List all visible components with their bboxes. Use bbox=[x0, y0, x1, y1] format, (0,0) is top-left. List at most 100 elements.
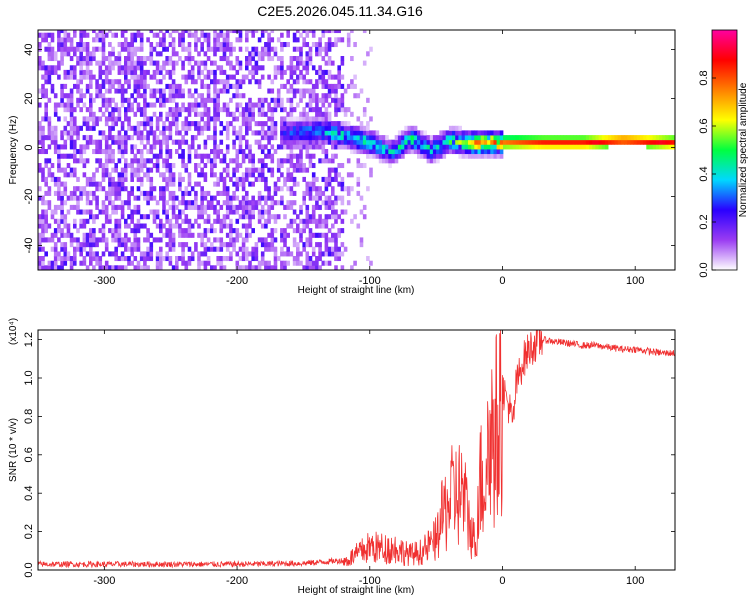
heatmap-cell bbox=[73, 237, 77, 243]
heatmap-cell bbox=[401, 139, 405, 145]
heatmap-cell bbox=[308, 195, 313, 201]
heatmap-cell bbox=[57, 237, 61, 243]
heatmap-cell bbox=[311, 65, 316, 71]
heatmap-cell bbox=[480, 149, 485, 155]
heatmap-cell bbox=[324, 125, 329, 131]
heatmap-cell bbox=[155, 251, 160, 257]
heatmap-cell bbox=[334, 176, 338, 182]
heatmap-cell bbox=[439, 130, 443, 136]
heatmap-cell bbox=[280, 139, 284, 145]
heatmap-cell bbox=[149, 251, 154, 257]
heatmap-cell bbox=[162, 190, 166, 196]
heatmap-cell bbox=[41, 209, 45, 215]
heatmap-cell bbox=[50, 163, 55, 169]
heatmap-cell bbox=[496, 130, 501, 136]
heatmap-cell bbox=[311, 135, 316, 141]
heatmap-cell bbox=[366, 149, 370, 155]
heatmap-cell bbox=[302, 130, 306, 136]
heatmap-cell bbox=[197, 65, 201, 71]
heatmap-cell bbox=[98, 107, 103, 113]
heatmap-cell bbox=[305, 223, 310, 229]
heatmap-cell bbox=[41, 37, 45, 43]
heatmap-cell bbox=[232, 111, 236, 117]
heatmap-cell bbox=[515, 144, 520, 150]
heatmap-cell bbox=[280, 265, 284, 270]
heatmap-cell bbox=[149, 56, 154, 62]
heatmap-cell bbox=[152, 214, 157, 220]
y-tick-label: 1.0 bbox=[23, 370, 35, 385]
heatmap-cell bbox=[362, 60, 367, 66]
heatmap-cell bbox=[343, 144, 348, 150]
heatmap-cell bbox=[327, 121, 332, 127]
heatmap-cell bbox=[181, 65, 185, 71]
heatmap-cell bbox=[655, 139, 660, 145]
heatmap-cell bbox=[493, 149, 498, 155]
heatmap-cell bbox=[50, 88, 55, 94]
heatmap-cell bbox=[73, 158, 77, 164]
heatmap-cell bbox=[136, 135, 141, 141]
heatmap-cell bbox=[219, 46, 224, 52]
heatmap-cell bbox=[245, 30, 249, 34]
heatmap-cell bbox=[362, 135, 367, 141]
heatmap-cell bbox=[127, 116, 131, 122]
heatmap-cell bbox=[289, 83, 294, 89]
heatmap-cell bbox=[114, 237, 118, 243]
heatmap-cell bbox=[219, 176, 224, 182]
heatmap-cell bbox=[124, 107, 128, 113]
heatmap-cell bbox=[181, 30, 185, 34]
heatmap-cell bbox=[219, 130, 224, 136]
heatmap-cell bbox=[101, 56, 106, 62]
heatmap-cell bbox=[149, 116, 154, 122]
heatmap-cell bbox=[178, 242, 182, 248]
heatmap-cell bbox=[452, 139, 456, 145]
heatmap-cell bbox=[136, 228, 141, 234]
heatmap-cell bbox=[60, 195, 64, 201]
heatmap-cell bbox=[60, 37, 64, 43]
heatmap-cell bbox=[206, 204, 211, 210]
heatmap-cell bbox=[302, 74, 306, 80]
heatmap-cell bbox=[308, 256, 313, 262]
heatmap-cell bbox=[213, 144, 217, 150]
heatmap-cell bbox=[175, 256, 179, 262]
heatmap-cell bbox=[216, 37, 220, 43]
heatmap-cell bbox=[337, 69, 341, 75]
heatmap-cell bbox=[85, 60, 90, 66]
heatmap-cell bbox=[305, 153, 310, 159]
heatmap-cell bbox=[178, 93, 182, 99]
heatmap-cell bbox=[136, 246, 141, 252]
heatmap-cell bbox=[117, 158, 122, 164]
heatmap-cell bbox=[101, 79, 106, 85]
heatmap-cell bbox=[178, 42, 182, 48]
heatmap-cell bbox=[175, 30, 179, 34]
heatmap-cell bbox=[219, 42, 224, 48]
heatmap-cell bbox=[47, 65, 52, 71]
heatmap-cell bbox=[404, 125, 408, 131]
heatmap-cell bbox=[318, 190, 322, 196]
heatmap-cell bbox=[171, 223, 176, 229]
heatmap-cell bbox=[133, 65, 138, 71]
heatmap-cell bbox=[292, 93, 297, 99]
heatmap-cell bbox=[366, 186, 370, 192]
heatmap-cell bbox=[382, 158, 386, 164]
heatmap-cell bbox=[149, 125, 154, 131]
heatmap-cell bbox=[407, 130, 412, 136]
heatmap-cell bbox=[181, 121, 185, 127]
heatmap-cell bbox=[324, 69, 329, 75]
heatmap-cell bbox=[503, 135, 507, 141]
heatmap-cell bbox=[159, 37, 163, 43]
heatmap-cell bbox=[229, 158, 233, 164]
heatmap-cell bbox=[270, 46, 275, 52]
heatmap-cell bbox=[108, 111, 112, 117]
heatmap-cell bbox=[260, 167, 265, 173]
heatmap-cell bbox=[417, 135, 421, 141]
heatmap-cell bbox=[213, 37, 217, 43]
heatmap-cell bbox=[143, 116, 147, 122]
heatmap-cell bbox=[101, 46, 106, 52]
heatmap-cell bbox=[108, 265, 112, 270]
heatmap-cell bbox=[101, 130, 106, 136]
heatmap-cell bbox=[296, 60, 300, 66]
heatmap-cell bbox=[133, 60, 138, 66]
heatmap-cell bbox=[273, 186, 278, 192]
heatmap-cell bbox=[120, 69, 125, 75]
heatmap-cell bbox=[429, 149, 434, 155]
